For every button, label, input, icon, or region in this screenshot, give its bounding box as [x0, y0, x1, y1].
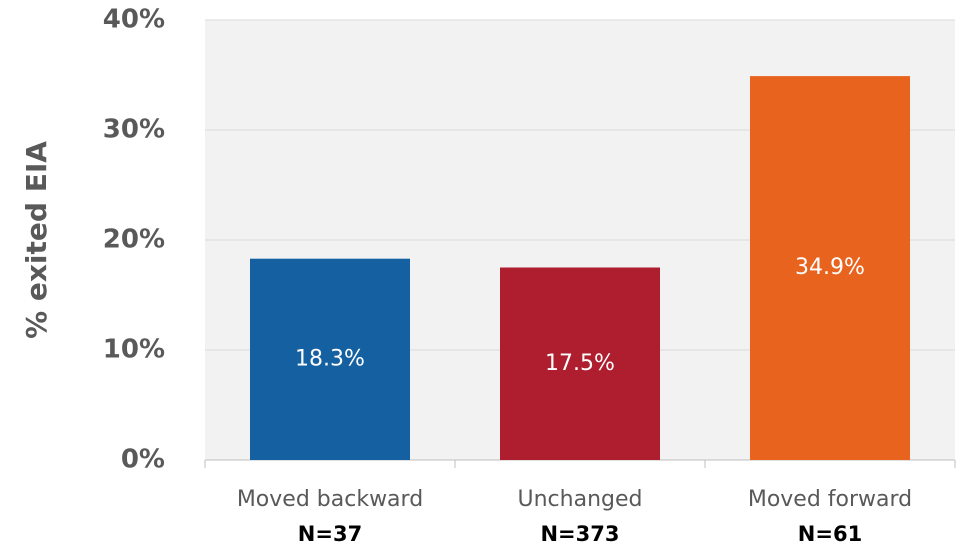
y-tick-label: 40% — [103, 5, 165, 35]
x-tick-note: N=61 — [798, 522, 862, 546]
bar — [750, 76, 910, 460]
bar — [500, 267, 660, 460]
y-tick-label: 0% — [121, 445, 165, 475]
value-label: 18.3% — [295, 346, 365, 371]
y-tick-label: 10% — [103, 335, 165, 365]
y-tick-label: 20% — [103, 225, 165, 255]
y-axis-label: % exited EIA — [20, 141, 53, 339]
value-label: 34.9% — [795, 255, 865, 280]
value-label: 17.5% — [545, 351, 615, 376]
x-tick-note: N=373 — [540, 522, 619, 546]
x-tick-note: N=37 — [298, 522, 362, 546]
x-tick-label: Moved backward — [237, 487, 423, 512]
bar — [250, 258, 410, 460]
x-tick-label: Moved forward — [748, 487, 912, 512]
x-tick-label: Unchanged — [518, 487, 643, 512]
y-tick-label: 30% — [103, 115, 165, 145]
